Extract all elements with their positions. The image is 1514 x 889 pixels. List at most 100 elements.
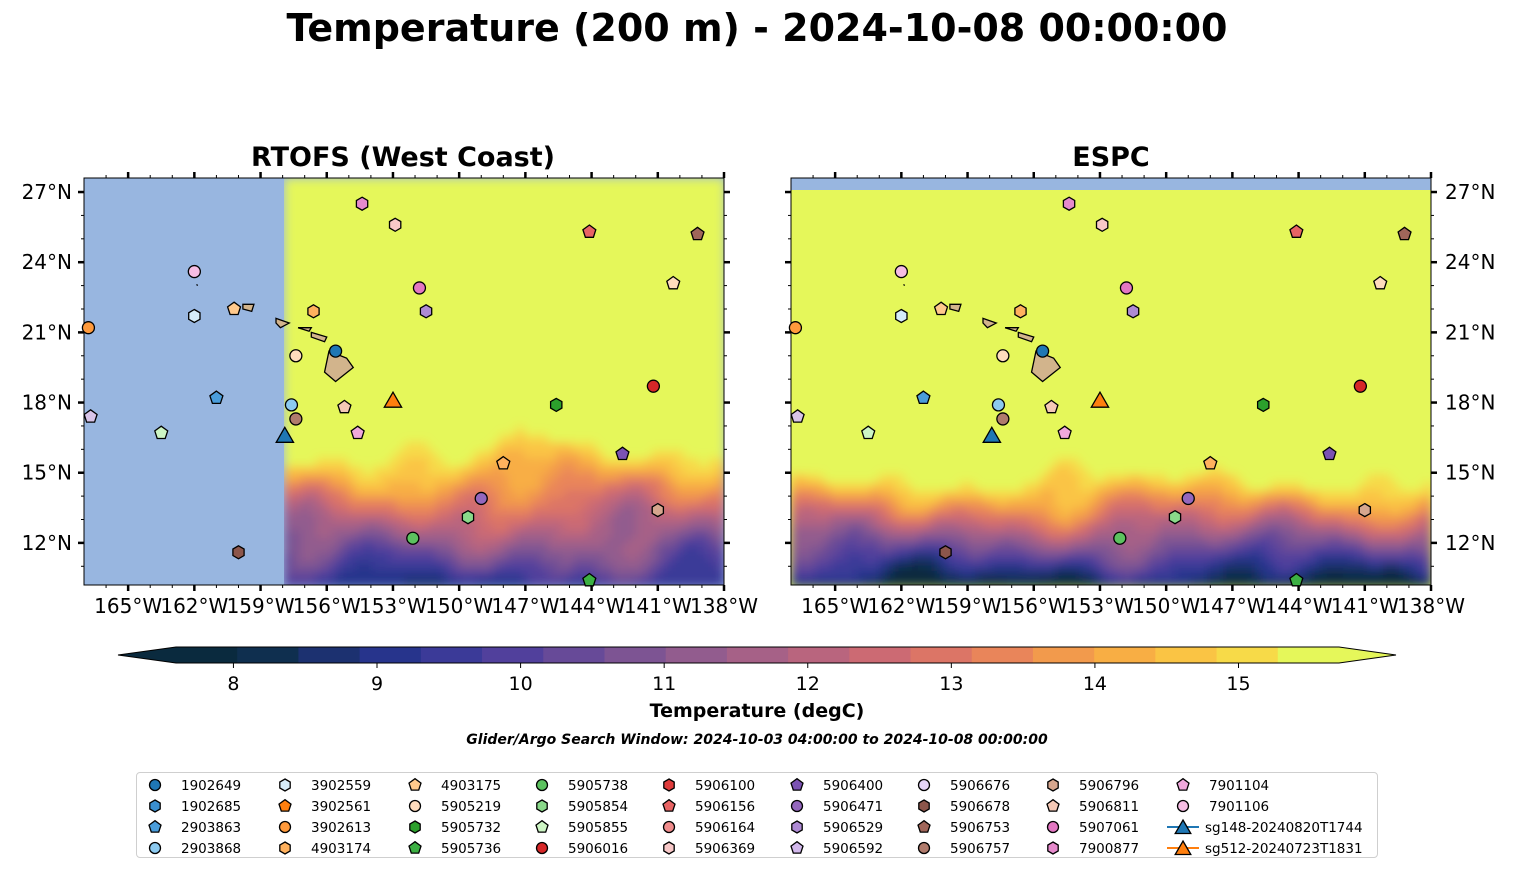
float-marker[interactable] [406, 531, 420, 545]
float-marker[interactable] [582, 572, 597, 587]
float-marker[interactable] [615, 446, 630, 461]
legend-marker[interactable] [790, 799, 804, 813]
float-marker[interactable] [1181, 491, 1195, 506]
float-marker[interactable] [1113, 531, 1127, 545]
float-marker[interactable] [651, 502, 665, 518]
legend-marker[interactable] [1046, 820, 1060, 834]
legend-marker[interactable] [917, 778, 931, 792]
float-marker[interactable] [1035, 344, 1050, 358]
legend-marker[interactable] [535, 819, 549, 833]
float-marker[interactable] [188, 308, 201, 324]
float-marker[interactable] [226, 301, 242, 316]
float-marker[interactable] [187, 264, 201, 279]
float-marker[interactable] [916, 390, 931, 405]
legend-marker[interactable] [535, 841, 549, 855]
float-marker[interactable] [496, 455, 511, 470]
float-marker[interactable] [154, 425, 169, 440]
float-marker[interactable] [690, 226, 705, 241]
legend-marker[interactable] [408, 777, 422, 791]
float-marker[interactable] [790, 408, 805, 423]
legend-marker[interactable] [278, 798, 292, 812]
float-marker[interactable] [1044, 399, 1059, 414]
legend-marker[interactable] [148, 778, 162, 792]
float-marker[interactable] [991, 398, 1006, 412]
float-marker[interactable] [788, 321, 803, 335]
legend-marker[interactable] [791, 820, 803, 834]
map-panel-rtofs[interactable]: 165°W162°W159°W156°W153°W150°W147°W144°W… [22, 172, 759, 618]
float-marker[interactable] [646, 379, 661, 393]
legend-marker[interactable] [1176, 799, 1190, 813]
float-marker[interactable] [307, 304, 320, 319]
legend-marker[interactable] [278, 820, 292, 834]
float-marker[interactable] [289, 349, 303, 363]
float-marker[interactable] [549, 397, 563, 413]
float-marker[interactable] [894, 264, 908, 279]
float-marker[interactable] [383, 390, 403, 408]
float-marker[interactable] [939, 545, 952, 560]
legend-marker[interactable] [148, 819, 162, 833]
float-marker[interactable] [289, 412, 303, 426]
legend-marker[interactable] [536, 799, 548, 813]
float-marker[interactable] [996, 412, 1010, 426]
float-marker[interactable] [350, 425, 365, 440]
float-marker[interactable] [419, 304, 433, 319]
float-marker[interactable] [1289, 572, 1304, 587]
legend-marker[interactable] [1047, 841, 1059, 855]
legend-marker[interactable] [663, 841, 675, 855]
legend-marker[interactable] [790, 840, 804, 854]
float-marker[interactable] [1057, 425, 1072, 440]
legend-marker[interactable] [408, 840, 422, 854]
float-marker[interactable] [461, 509, 475, 525]
legend-marker[interactable] [1047, 778, 1059, 792]
float-marker[interactable] [1256, 397, 1270, 413]
legend-marker[interactable] [408, 799, 422, 813]
legend-marker[interactable] [663, 778, 675, 792]
float-marker[interactable] [933, 301, 949, 316]
float-marker[interactable] [582, 224, 597, 238]
float-marker[interactable] [1289, 224, 1304, 238]
legend-marker[interactable] [1174, 818, 1192, 835]
float-marker[interactable] [666, 275, 681, 290]
legend-marker[interactable] [535, 778, 549, 792]
float-marker[interactable] [337, 399, 352, 414]
float-marker[interactable] [284, 398, 299, 412]
float-marker[interactable] [388, 217, 402, 233]
float-marker[interactable] [1373, 275, 1388, 290]
legend-marker[interactable] [662, 820, 676, 834]
legend-marker[interactable] [409, 820, 421, 834]
legend-marker[interactable] [1046, 798, 1060, 812]
legend-marker[interactable] [1174, 839, 1192, 856]
legend-marker[interactable] [662, 798, 676, 812]
float-marker[interactable] [1095, 217, 1109, 233]
float-marker[interactable] [1062, 196, 1076, 211]
float-marker[interactable] [209, 390, 224, 405]
float-marker[interactable] [982, 425, 1002, 443]
float-marker[interactable] [275, 425, 295, 443]
float-marker[interactable] [1090, 390, 1110, 408]
float-marker[interactable] [1126, 304, 1140, 319]
legend-marker[interactable] [790, 777, 804, 791]
legend-marker[interactable] [149, 799, 161, 813]
float-marker[interactable] [1358, 502, 1372, 518]
float-marker[interactable] [81, 321, 96, 335]
legend-marker[interactable] [1176, 777, 1190, 791]
float-marker[interactable] [83, 408, 98, 423]
legend-marker[interactable] [918, 799, 930, 813]
float-marker[interactable] [1119, 281, 1134, 295]
float-marker[interactable] [895, 308, 908, 324]
legend-marker[interactable] [148, 841, 162, 855]
float-marker[interactable] [1322, 446, 1337, 461]
float-marker[interactable] [1168, 509, 1182, 525]
legend-marker[interactable] [917, 841, 931, 855]
float-marker[interactable] [232, 545, 245, 560]
legend-marker[interactable] [917, 819, 931, 833]
float-marker[interactable] [861, 425, 876, 440]
float-marker[interactable] [474, 491, 488, 506]
float-marker[interactable] [1353, 379, 1368, 393]
legend-marker[interactable] [279, 778, 291, 792]
float-marker[interactable] [996, 349, 1010, 363]
float-marker[interactable] [1014, 304, 1027, 319]
float-marker[interactable] [412, 281, 427, 295]
float-marker[interactable] [1397, 226, 1412, 241]
legend-marker[interactable] [279, 841, 291, 855]
